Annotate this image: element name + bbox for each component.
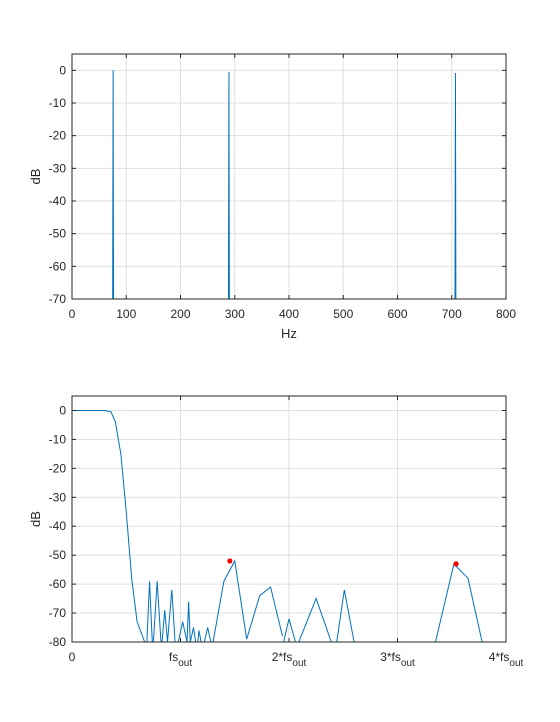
x-tick-label: 0 <box>69 650 76 664</box>
y-tick-label: -20 <box>49 129 67 143</box>
y-tick-label: -80 <box>49 635 67 649</box>
series-line-6 <box>186 601 191 642</box>
x-tick-label: 300 <box>225 307 245 321</box>
x-tick-label: 200 <box>170 307 190 321</box>
top-spectrum-chart: 0 100 200 300 400 500 600 700 800 0 -10 -20 -30 -40 -5… <box>28 53 516 341</box>
series-line-15 <box>434 562 483 642</box>
y-tick-label: -50 <box>49 548 67 562</box>
x-tick-label: 2*fsout <box>272 650 307 669</box>
series-line-0 <box>72 409 146 642</box>
x-tick-label: 4*fsout <box>489 650 524 669</box>
x-tick-label: 600 <box>387 307 407 321</box>
y-tick-label: -20 <box>49 461 67 475</box>
y-tick-label: -50 <box>49 227 67 241</box>
series-line-13 <box>298 597 332 642</box>
x-tick-label: fsout <box>169 650 192 669</box>
series-line-4 <box>166 589 176 642</box>
series-line-14 <box>336 589 355 642</box>
x-tick-label: 700 <box>442 307 462 321</box>
series-line-2 <box>152 581 162 642</box>
x-tick-label: 400 <box>279 307 299 321</box>
y-tick-label: -60 <box>49 577 67 591</box>
series-line-2 <box>454 72 457 299</box>
series-line-10 <box>212 559 248 642</box>
y-tick-label: -10 <box>49 432 67 446</box>
y-tick-label: -40 <box>49 519 67 533</box>
series-line-9 <box>203 627 212 642</box>
bottom-filter-response-chart: 0 fsout 2*fsout 3*fsout 4*fsout 0 -10 -20 -30 -40… <box>28 395 524 669</box>
y-axis-label: dB <box>28 511 43 527</box>
y-tick-label: -70 <box>49 292 67 306</box>
series-line-7 <box>189 627 197 642</box>
y-tick-label: -70 <box>49 606 67 620</box>
x-tick-label: 100 <box>116 307 136 321</box>
series-line-1 <box>228 71 230 299</box>
y-axis-label: dB <box>28 169 43 185</box>
peak-marker-0 <box>227 558 233 564</box>
y-tick-label: -30 <box>49 161 67 175</box>
series-line-0 <box>112 70 115 299</box>
y-tick-label: -40 <box>49 194 67 208</box>
y-tick-label: -60 <box>49 259 67 273</box>
series-line-8 <box>197 630 202 642</box>
x-axis-label: Hz <box>281 326 297 341</box>
x-tick-label: 500 <box>333 307 353 321</box>
x-tick-label: 0 <box>69 307 76 321</box>
y-tick-label: 0 <box>59 403 66 417</box>
peak-marker-1 <box>453 561 459 567</box>
y-tick-label: -10 <box>49 96 67 110</box>
y-tick-label: -30 <box>49 490 67 504</box>
series-line-5 <box>177 621 188 642</box>
x-tick-label: 800 <box>496 307 516 321</box>
y-tick-label: 0 <box>59 63 66 77</box>
series-line-11 <box>246 586 283 640</box>
series-line-3 <box>161 610 168 642</box>
series-line-1 <box>146 581 153 642</box>
x-tick-label: 3*fsout <box>380 650 415 669</box>
series-line-12 <box>283 618 296 642</box>
